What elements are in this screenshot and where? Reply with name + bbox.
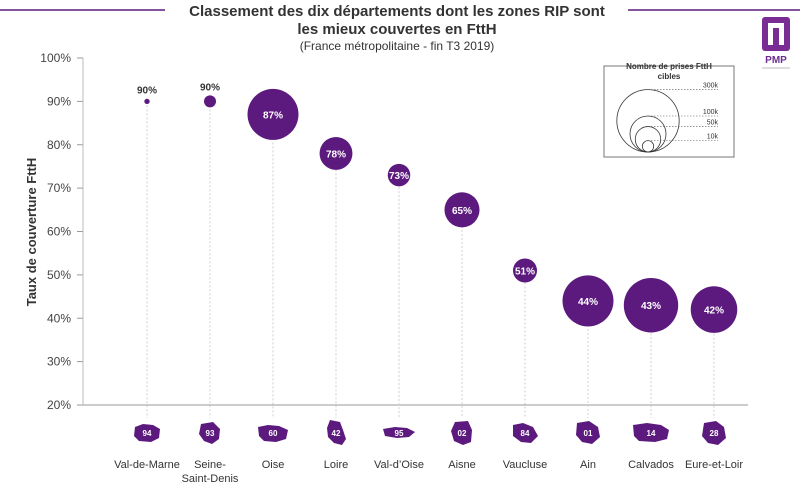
y-tick-label: 40% — [47, 311, 71, 325]
department-map-icon — [633, 423, 669, 442]
department-code: 95 — [395, 429, 404, 438]
pmp-logo: PMP — [762, 17, 790, 69]
bubble-value-label: 43% — [641, 301, 661, 312]
department-code: 28 — [710, 429, 719, 438]
department-map-icon — [513, 423, 538, 443]
y-tick-label: 50% — [47, 268, 71, 282]
category-label: Loire — [324, 459, 348, 471]
bubble-93 — [203, 95, 217, 108]
bubble-02 — [444, 192, 480, 228]
category-label: Ain — [580, 459, 596, 471]
category-label: Val-d’Oise — [374, 459, 424, 471]
y-tick-label: 90% — [47, 94, 71, 108]
bubble-28 — [690, 286, 738, 333]
bubble-value-label: 90% — [200, 82, 220, 93]
department-code: 42 — [332, 429, 341, 438]
department-map-icon — [451, 421, 472, 445]
category-label-line2: Saint-Denis — [182, 473, 239, 485]
department-code: 01 — [584, 429, 593, 438]
legend-size-label: 100k — [703, 109, 719, 116]
category-label: Eure-et-Loir — [685, 459, 743, 471]
bubble-value-label: 90% — [137, 86, 157, 97]
department-map-icon — [199, 422, 220, 444]
bubble-value-label: 73% — [389, 171, 409, 182]
chart-subtitle: (France métropolitaine - fin T3 2019) — [300, 39, 495, 53]
bubble-42 — [319, 136, 353, 170]
bubble-value-label: 42% — [704, 306, 724, 317]
legend-title-line1: Nombre de prises FttH — [626, 62, 712, 71]
bubble-60 — [247, 88, 299, 140]
y-tick-label: 80% — [47, 138, 71, 152]
legend-size-label: 10k — [707, 134, 719, 141]
category-label: Vaucluse — [503, 459, 547, 471]
bubble-value-label: 51% — [515, 267, 535, 278]
logo-text: PMP — [765, 55, 787, 66]
department-code: 14 — [647, 429, 656, 438]
department-map-icon — [327, 420, 346, 445]
department-code: 02 — [458, 429, 467, 438]
department-code: 84 — [521, 429, 530, 438]
category-label: Calvados — [628, 459, 674, 471]
drop-lines — [146, 101, 715, 418]
y-axis-ticks: 20% 30% 40% 50% 60% 70% 80% 90% 100% — [40, 51, 84, 412]
department-map-icon — [383, 427, 415, 438]
y-tick-label: 70% — [47, 181, 71, 195]
bubble-84 — [512, 258, 538, 283]
category-label: Seine- — [194, 459, 226, 471]
category-labels: Val-de-Marne Seine- Saint-Denis Oise Loire Va… — [114, 459, 743, 485]
bubble-value-label: 44% — [578, 297, 598, 308]
department-map-icon — [576, 421, 600, 444]
category-label: Aisne — [448, 459, 476, 471]
category-label: Oise — [262, 459, 285, 471]
department-code: 94 — [143, 429, 152, 438]
legend-title-line2: cibles — [658, 72, 681, 81]
bubbles: 90% 90% 87% 78% 73% 65% 51% 44% 43% 42% — [137, 82, 738, 333]
chart-title-line2: les mieux couvertes en FttH — [297, 21, 496, 38]
bubble-95 — [387, 163, 411, 187]
y-tick-label: 60% — [47, 225, 71, 239]
department-map-icon — [258, 425, 288, 442]
bubble-value-label: 65% — [452, 206, 472, 217]
department-code: 93 — [206, 429, 215, 438]
department-map-icon — [702, 421, 726, 445]
category-label: Val-de-Marne — [114, 459, 180, 471]
y-tick-label: 30% — [47, 355, 71, 369]
bubble-value-label: 87% — [263, 110, 283, 121]
department-icons: 94 93 60 42 95 02 84 01 14 28 — [134, 420, 726, 445]
legend-size-label: 50k — [707, 120, 719, 127]
legend-size-label: 300k — [703, 83, 719, 90]
y-tick-label: 20% — [47, 398, 71, 412]
bubble-94 — [144, 98, 150, 105]
y-tick-label: 100% — [40, 51, 71, 65]
department-code: 60 — [269, 429, 278, 438]
bubble-value-label: 78% — [326, 149, 346, 160]
size-legend: Nombre de prises FttH cibles 300k 100k 50k… — [603, 62, 735, 158]
department-map-icon — [134, 424, 160, 442]
chart-title-line1: Classement des dix départements dont les… — [189, 3, 605, 20]
bubble-01 — [562, 275, 614, 327]
bubble-14 — [623, 278, 679, 333]
y-axis-label: Taux de couverture FttH — [24, 158, 39, 307]
